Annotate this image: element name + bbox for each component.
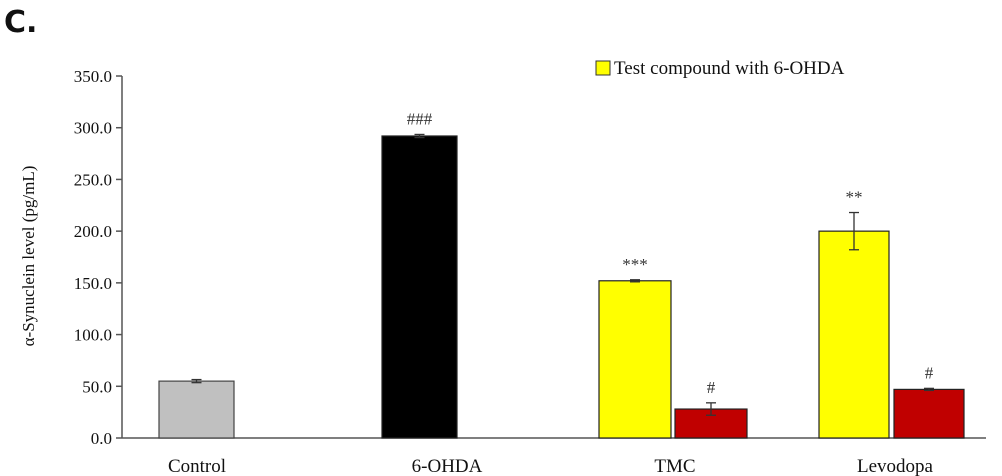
panel-label: C. bbox=[4, 5, 37, 40]
legend: Test compound with 6-OHDA bbox=[595, 58, 845, 79]
bar bbox=[818, 230, 890, 439]
x-category-label: Control bbox=[168, 456, 226, 476]
y-tick-label: 50.0 bbox=[82, 377, 112, 396]
bars: ### *** # ** # bbox=[158, 109, 965, 439]
significance-label: ** bbox=[846, 188, 863, 207]
y-tick-label: 350.0 bbox=[74, 67, 112, 86]
legend-label: Test compound with 6-OHDA bbox=[614, 58, 845, 79]
y-tick-label: 250.0 bbox=[74, 170, 112, 189]
bar bbox=[381, 135, 458, 439]
axes: 0.0 50.0 100.0 150.0 200.0 250.0 300.0 350.0 Con… bbox=[74, 67, 986, 476]
x-category-label: TMC bbox=[654, 456, 695, 476]
significance-label: # bbox=[925, 363, 934, 382]
y-axis-label: α-Synuclein level (pg/mL) bbox=[19, 166, 38, 347]
y-tick-label: 300.0 bbox=[74, 119, 112, 138]
significance-label: *** bbox=[622, 255, 648, 274]
y-tick-label: 200.0 bbox=[74, 222, 112, 241]
legend-swatch bbox=[595, 60, 611, 76]
x-category-label: 6-OHDA bbox=[412, 456, 483, 476]
y-tick-label: 100.0 bbox=[74, 326, 112, 345]
y-axis-label-group: α-Synuclein level (pg/mL) bbox=[19, 166, 38, 347]
x-category-label: Levodopa bbox=[857, 456, 934, 476]
y-tick-label: 150.0 bbox=[74, 274, 112, 293]
significance-label: ### bbox=[407, 109, 433, 128]
y-tick-label: 0.0 bbox=[91, 429, 112, 448]
significance-label: # bbox=[707, 378, 716, 397]
bar bbox=[598, 280, 672, 439]
bar bbox=[158, 380, 235, 439]
bar bbox=[893, 388, 965, 439]
